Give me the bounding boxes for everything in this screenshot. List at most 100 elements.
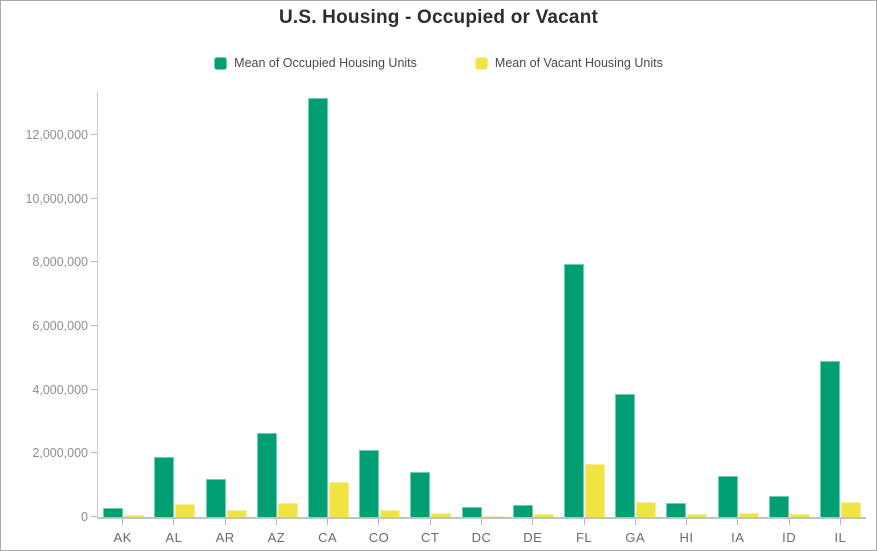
- bar-group-al: [149, 91, 200, 517]
- legend-item-occupied: Mean of Occupied Housing Units: [214, 56, 417, 70]
- x-axis-cell-hi: HI: [661, 519, 712, 545]
- occupied-bar-co[interactable]: [359, 450, 380, 517]
- bar-group-ar: [200, 91, 251, 517]
- x-axis-tick-label: FL: [575, 530, 593, 545]
- vacant-bar-al[interactable]: [175, 504, 196, 517]
- vacant-bar-ak[interactable]: [124, 515, 145, 517]
- occupied-bar-ga[interactable]: [615, 394, 636, 517]
- x-axis-tick-label: GA: [625, 530, 646, 545]
- vacant-bar-dc[interactable]: [482, 516, 503, 517]
- bar-group-dc: [456, 91, 507, 517]
- occupied-bar-dc[interactable]: [461, 507, 482, 517]
- y-axis-tick: [91, 261, 97, 263]
- x-axis-tick: [737, 519, 739, 525]
- occupied-bar-id[interactable]: [768, 496, 789, 517]
- bar-chart: 0 2,000,000 4,000,000 6,000,000 8,000,000 10,…: [1, 91, 876, 545]
- bar-group-ak: [98, 91, 149, 517]
- x-axis-cell-co: CO: [353, 519, 404, 545]
- vacant-bar-co[interactable]: [380, 510, 401, 517]
- occupied-bar-hi[interactable]: [666, 503, 687, 517]
- x-axis-tick-label: ID: [782, 530, 797, 545]
- vacant-bar-ct[interactable]: [431, 513, 452, 517]
- x-axis-tick-label: DC: [471, 530, 492, 545]
- vacant-bar-ca[interactable]: [328, 482, 349, 517]
- x-axis-tick: [173, 519, 175, 525]
- legend-label-vacant: Mean of Vacant Housing Units: [494, 56, 663, 70]
- bar-group-hi: [661, 91, 712, 517]
- x-axis-tick-label: AL: [165, 530, 183, 545]
- y-axis-tick-label: 8,000,000: [32, 255, 88, 270]
- x-axis-cell-de: DE: [507, 519, 558, 545]
- chart-plot-area: [91, 91, 866, 519]
- bar-group-az: [252, 91, 303, 517]
- x-axis-tick: [532, 519, 534, 525]
- x-axis-cell-ca: CA: [302, 519, 353, 545]
- vacant-bar-id[interactable]: [789, 514, 810, 517]
- x-axis-cell-ia: IA: [712, 519, 763, 545]
- x-axis-tick: [839, 519, 841, 525]
- y-axis-tick: [91, 516, 97, 517]
- y-axis-tick-label: 4,000,000: [32, 382, 88, 397]
- y-axis-tick: [91, 452, 97, 454]
- occupied-bar-ar[interactable]: [205, 479, 226, 517]
- x-axis-tick-label: AR: [215, 530, 235, 545]
- y-axis-tick: [91, 325, 97, 327]
- x-axis-tick: [686, 519, 688, 525]
- x-axis-tick: [634, 519, 636, 525]
- occupied-series-swatch-icon: [214, 56, 228, 70]
- x-axis-cell-dc: DC: [456, 519, 507, 545]
- x-axis-cell-ct: CT: [405, 519, 456, 545]
- occupied-bar-ca[interactable]: [307, 98, 328, 517]
- vacant-bar-az[interactable]: [277, 503, 298, 517]
- x-axis-tick-label: CT: [421, 530, 440, 545]
- x-axis-tick-label: IL: [834, 530, 847, 545]
- x-axis-cell-al: AL: [148, 519, 199, 545]
- y-axis-tick-label: 2,000,000: [32, 446, 88, 461]
- legend-item-vacant: Mean of Vacant Housing Units: [474, 56, 663, 70]
- bar-group-fl: [559, 91, 610, 517]
- bar-group-co: [354, 91, 405, 517]
- occupied-bar-fl[interactable]: [563, 264, 584, 517]
- bar-group-de: [508, 91, 559, 517]
- x-axis-tick: [122, 519, 124, 525]
- vacant-bar-ga[interactable]: [636, 502, 657, 517]
- y-axis-tick-label: 0: [81, 510, 88, 524]
- y-axis-tick: [91, 134, 97, 136]
- vacant-bar-fl[interactable]: [584, 464, 605, 517]
- y-axis-labels: 0 2,000,000 4,000,000 6,000,000 8,000,000 10,…: [1, 91, 97, 524]
- x-axis-tick-label: AK: [113, 530, 132, 545]
- occupied-bar-az[interactable]: [256, 433, 277, 517]
- x-axis-tick: [788, 519, 790, 525]
- bar-group-id: [764, 91, 815, 517]
- x-axis-tick: [224, 519, 226, 525]
- legend-label-occupied: Mean of Occupied Housing Units: [234, 56, 417, 70]
- bar-group-ga: [610, 91, 661, 517]
- y-axis-tick-label: 12,000,000: [25, 128, 88, 143]
- x-axis-cell-il: IL: [815, 519, 866, 545]
- occupied-bar-de[interactable]: [512, 505, 533, 517]
- x-axis-labels: AK AL AR AZ CA CO CT DC DE FL GA HI IA ID IL: [97, 519, 866, 545]
- occupied-bar-ia[interactable]: [717, 476, 738, 517]
- vacant-bar-hi[interactable]: [687, 514, 708, 517]
- x-axis-tick: [429, 519, 431, 525]
- vacant-bar-ia[interactable]: [738, 513, 759, 517]
- bar-groups: [98, 91, 866, 517]
- bar-group-ia: [712, 91, 763, 517]
- occupied-bar-il[interactable]: [819, 361, 840, 517]
- x-axis-cell-fl: FL: [558, 519, 609, 545]
- occupied-bar-ak[interactable]: [103, 508, 124, 517]
- x-axis-cell-id: ID: [763, 519, 814, 545]
- x-axis-cell-az: AZ: [251, 519, 302, 545]
- x-axis-tick-label: AZ: [267, 530, 286, 545]
- x-axis-cell-ar: AR: [200, 519, 251, 545]
- x-axis-tick-label: HI: [679, 530, 694, 545]
- x-axis-tick-label: IA: [731, 530, 745, 545]
- chart-title: U.S. Housing - Occupied or Vacant: [278, 7, 599, 28]
- occupied-bar-al[interactable]: [154, 457, 175, 517]
- vacant-bar-ar[interactable]: [226, 510, 247, 517]
- vacant-bar-il[interactable]: [840, 502, 861, 517]
- occupied-bar-ct[interactable]: [410, 472, 431, 517]
- x-axis-tick: [480, 519, 482, 525]
- vacant-bar-de[interactable]: [533, 514, 554, 517]
